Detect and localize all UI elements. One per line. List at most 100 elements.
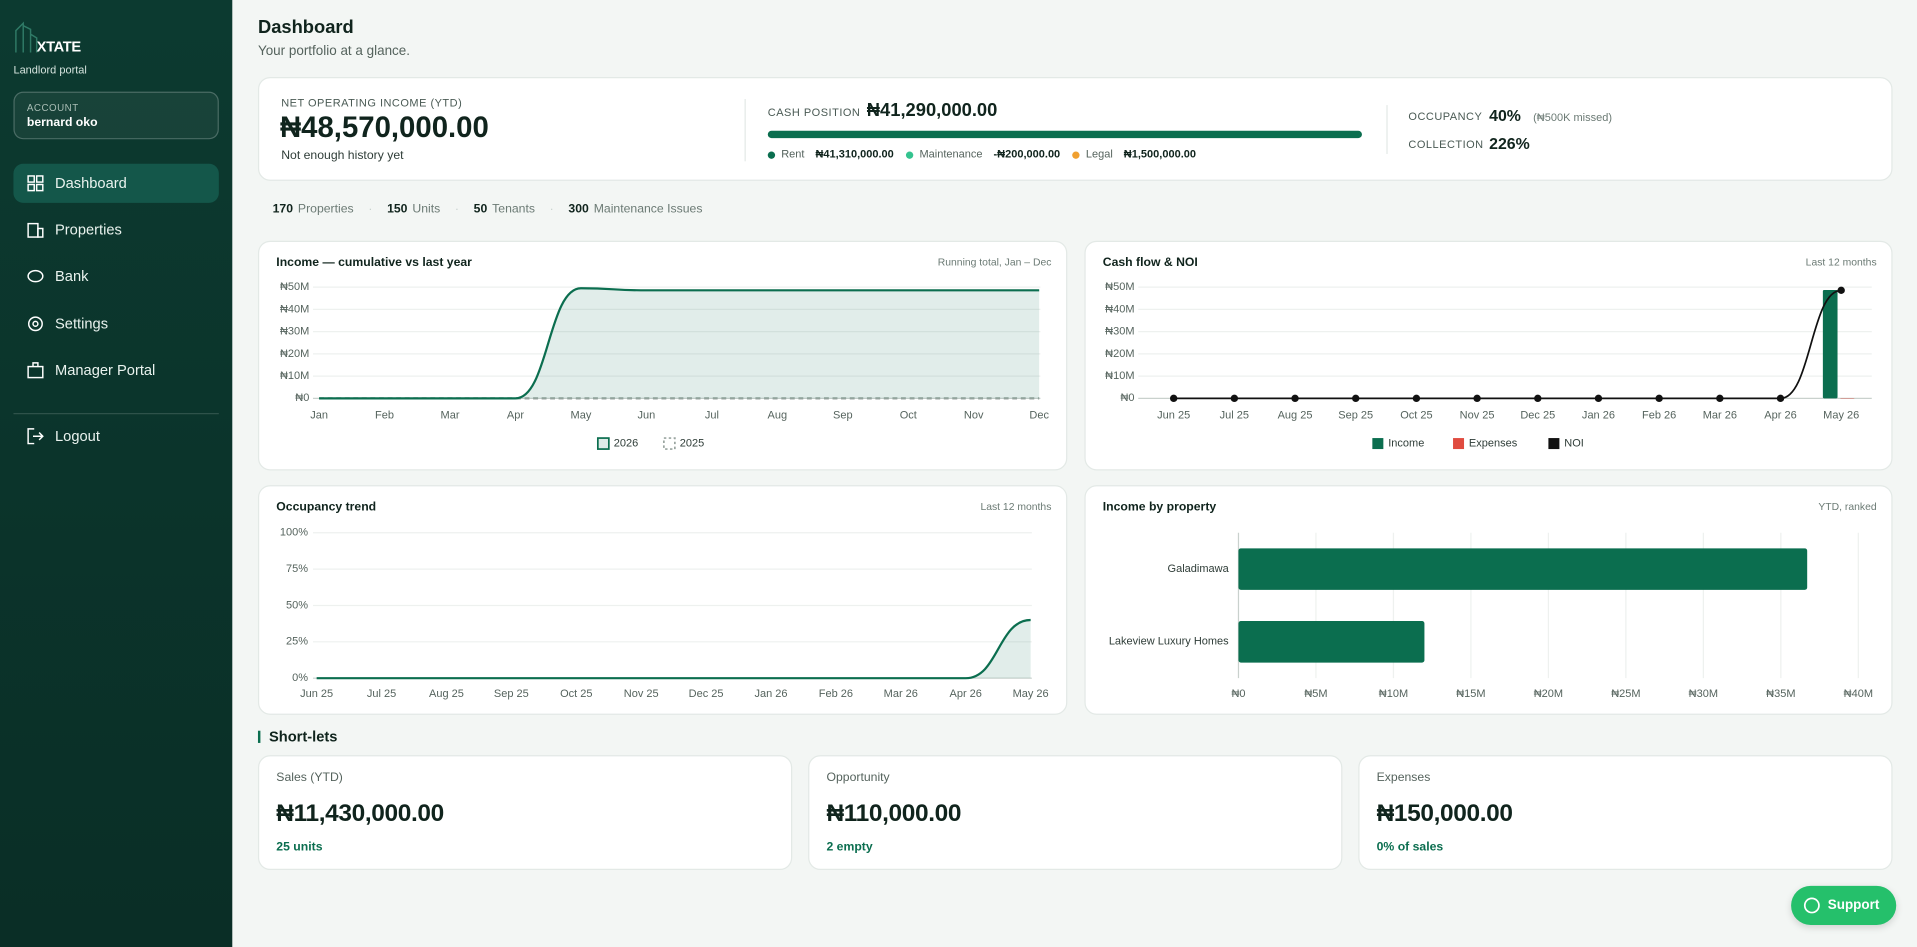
legend-name: Maintenance bbox=[919, 147, 983, 161]
page-subtitle: Your portfolio at a glance. bbox=[257, 43, 411, 59]
chart-subtitle: Last 12 months bbox=[1806, 257, 1877, 268]
legend-swatch bbox=[1453, 438, 1465, 450]
legend-label: 2026 bbox=[614, 437, 638, 449]
separator: · bbox=[368, 202, 373, 217]
bar bbox=[1822, 290, 1838, 399]
x-tick-label: Oct 25 bbox=[1400, 409, 1432, 421]
x-tick-label: Apr 26 bbox=[1764, 409, 1796, 421]
x-tick-label: Nov 25 bbox=[624, 688, 659, 700]
x-tick-label: Apr 26 bbox=[950, 688, 982, 700]
x-tick-label: ₦25M bbox=[1611, 688, 1640, 700]
nav-icon bbox=[27, 222, 44, 238]
nav-item[interactable]: Dashboard bbox=[13, 163, 219, 203]
nav-label: Settings bbox=[55, 315, 109, 333]
legend-label: Expenses bbox=[1469, 437, 1518, 449]
point bbox=[1473, 394, 1481, 403]
chart-card: Cash flow & NOI Last 12 months ₦0 ₦10M ₦20M ₦… bbox=[1084, 240, 1893, 471]
occupancy-note: (₦500K missed) bbox=[1533, 111, 1613, 124]
occupancy-value: 40% bbox=[1489, 106, 1521, 125]
noi-value: ₦48,570,000.00 bbox=[279, 111, 489, 145]
card-value: ₦150,000.00 bbox=[1376, 800, 1513, 828]
cash-value: ₦41,290,000.00 bbox=[866, 100, 998, 121]
y-tick-label: ₦40M bbox=[1105, 303, 1134, 315]
x-tick-label: Nov bbox=[964, 409, 984, 421]
occupancy-label: OCCUPANCY bbox=[1408, 109, 1483, 123]
nav-label: Properties bbox=[55, 221, 122, 239]
collection-value: 226% bbox=[1489, 134, 1530, 153]
stat: 170 Properties bbox=[272, 202, 354, 217]
x-tick-label: Jan 26 bbox=[754, 688, 787, 700]
stat-label: Tenants bbox=[492, 202, 535, 217]
x-tick-label: Feb bbox=[375, 409, 394, 421]
section-title: Short-lets bbox=[268, 728, 338, 746]
x-tick-label: Jul bbox=[705, 409, 719, 421]
nav-item[interactable]: Manager Portal bbox=[13, 351, 218, 390]
shortlet-card: Opportunity ₦110,000.00 2 empty bbox=[808, 755, 1343, 871]
card-value: ₦11,430,000.00 bbox=[276, 800, 444, 828]
card-label: Opportunity bbox=[826, 771, 890, 785]
chart-card: Income — cumulative vs last year Running … bbox=[257, 240, 1068, 471]
nav-item[interactable]: Settings bbox=[13, 304, 218, 343]
stat-value: 170 bbox=[272, 202, 294, 217]
x-tick-label: May bbox=[571, 409, 592, 421]
line bbox=[316, 618, 1031, 680]
legend-item: Maintenance -₦200,000.00 bbox=[906, 147, 1060, 161]
x-tick-label: Jun 25 bbox=[1157, 409, 1190, 421]
stat-value: 50 bbox=[473, 202, 488, 217]
y-tick-label: ₦30M bbox=[280, 326, 309, 338]
account-box[interactable]: ACCOUNT bernard oko bbox=[13, 91, 219, 140]
x-tick-label: May 26 bbox=[1013, 688, 1049, 700]
point bbox=[1655, 394, 1663, 403]
legend-label: NOI bbox=[1564, 437, 1584, 449]
x-tick-label: Jan 26 bbox=[1582, 409, 1615, 421]
point bbox=[1716, 394, 1724, 403]
bar bbox=[1238, 621, 1425, 663]
chart: Cash flow & NOI Last 12 months ₦0 ₦10M ₦20M ₦… bbox=[1103, 255, 1877, 450]
point bbox=[1594, 394, 1603, 403]
x-tick-label: Aug 25 bbox=[1278, 409, 1313, 421]
stat-value: 150 bbox=[387, 202, 408, 217]
area bbox=[319, 288, 1040, 399]
stat-label: Units bbox=[412, 202, 441, 217]
support-button[interactable]: Support bbox=[1791, 885, 1897, 926]
y-tick-label: ₦30M bbox=[1105, 326, 1134, 338]
y-tick-label: 50% bbox=[286, 599, 308, 611]
logout[interactable]: Logout bbox=[13, 417, 218, 456]
chart-title: Income by property bbox=[1103, 499, 1217, 513]
y-tick-label: ₦40M bbox=[280, 303, 309, 315]
nav-item[interactable]: Bank bbox=[13, 257, 218, 296]
card-label: Expenses bbox=[1376, 771, 1431, 785]
x-tick-label: Sep 25 bbox=[1338, 409, 1373, 421]
y-tick-label: ₦20M bbox=[280, 348, 309, 360]
chart-title: Occupancy trend bbox=[276, 499, 376, 513]
x-tick-label: Jan bbox=[310, 409, 328, 421]
account-name: bernard oko bbox=[26, 116, 98, 130]
point bbox=[1230, 394, 1239, 403]
x-tick-label: Feb 26 bbox=[1642, 409, 1676, 421]
nav-label: Manager Portal bbox=[55, 361, 156, 379]
stat: 300 Maintenance Issues bbox=[568, 203, 702, 216]
account-label: ACCOUNT bbox=[26, 102, 79, 114]
legend-dot bbox=[1072, 150, 1080, 159]
x-tick-label: Oct 25 bbox=[560, 688, 592, 700]
legend-item: Legal ₦1,500,000.00 bbox=[1072, 148, 1196, 160]
x-tick-label: Dec 25 bbox=[1520, 409, 1555, 421]
point bbox=[1352, 394, 1360, 403]
card-label: Sales (YTD) bbox=[276, 771, 343, 785]
legend-swatch bbox=[596, 437, 610, 450]
chart-card: Occupancy trend Last 12 months 0% 25% 50% 75%… bbox=[257, 485, 1068, 715]
legend-label: Income bbox=[1388, 437, 1424, 449]
chart: Income — cumulative vs last year Running … bbox=[276, 255, 1051, 450]
x-tick-label: ₦5M bbox=[1304, 688, 1327, 700]
x-tick-label: Apr bbox=[507, 409, 524, 421]
x-tick-label: Dec bbox=[1029, 409, 1049, 421]
point bbox=[1837, 286, 1845, 295]
summary-card: NET OPERATING INCOME (YTD) ₦48,570,000.0… bbox=[257, 76, 1893, 181]
cash-legend: Rent ₦41,310,000.00 Maintenance -₦200,000.0… bbox=[767, 147, 1196, 161]
x-tick-label: ₦40M bbox=[1844, 688, 1873, 700]
nav-item[interactable]: Properties bbox=[13, 210, 218, 249]
x-tick-label: Jul 25 bbox=[367, 688, 396, 700]
shortlet-card: Expenses ₦150,000.00 0% of sales bbox=[1358, 755, 1893, 871]
point bbox=[1776, 394, 1785, 403]
